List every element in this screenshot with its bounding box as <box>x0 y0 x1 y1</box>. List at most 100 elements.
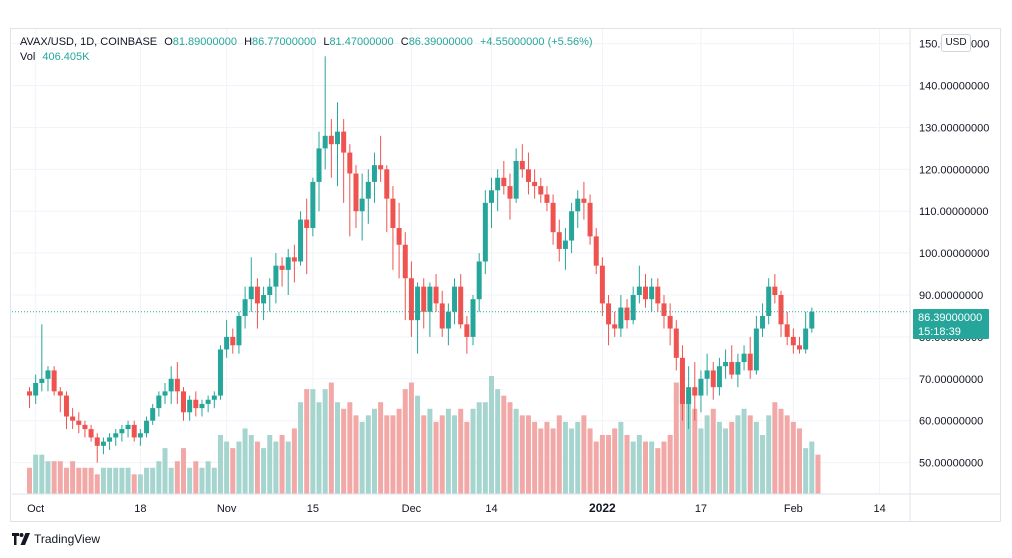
volume-bar <box>113 467 119 494</box>
candle-body <box>63 395 69 417</box>
candle-body <box>753 328 759 371</box>
candle-body <box>181 391 186 413</box>
volume-bar <box>476 402 482 494</box>
candle-body <box>310 181 316 228</box>
volume-bar <box>679 389 685 494</box>
candle-body <box>384 169 390 199</box>
legend-high-value: 86.77000000 <box>252 36 317 48</box>
x-tick-label: 17 <box>695 503 707 515</box>
candle-body <box>723 362 729 367</box>
volume-bar <box>94 474 100 494</box>
candle-body <box>458 286 464 325</box>
volume-bar <box>778 408 784 494</box>
volume-bar <box>452 415 458 494</box>
candle-body <box>57 391 63 396</box>
candle-body <box>70 416 76 421</box>
y-tick-label: 70.00000000 <box>919 374 983 386</box>
candle-body <box>88 429 94 438</box>
candle-body <box>236 315 242 346</box>
candle-body <box>760 315 766 329</box>
candle-body <box>562 240 568 249</box>
volume-bar <box>63 467 69 494</box>
volume-bar <box>341 408 347 494</box>
volume-bar <box>273 441 279 494</box>
volume-bar <box>328 382 334 494</box>
candle-body <box>809 311 815 329</box>
volume-bar <box>624 435 630 494</box>
y-tick-label: 90.00000000 <box>919 290 983 302</box>
candle-body <box>673 328 679 358</box>
volume-bar <box>495 389 501 494</box>
candle-body <box>322 135 328 149</box>
candle-body <box>593 236 599 266</box>
candle-body <box>655 286 661 304</box>
y-tick-label: 110.00000000 <box>919 206 989 218</box>
candle-body <box>304 219 310 228</box>
candle-body <box>254 286 260 304</box>
candle-body <box>107 437 113 442</box>
candle-body <box>51 370 57 392</box>
volume-bar <box>76 467 82 494</box>
candle-body <box>125 424 131 430</box>
volume-bar <box>704 415 710 494</box>
candle-body <box>599 265 605 304</box>
candle-body <box>686 387 692 404</box>
volume-bar <box>766 415 772 494</box>
volume-bar <box>168 467 174 494</box>
candle-body <box>137 433 143 438</box>
volume-bar <box>88 467 94 494</box>
candle-body <box>285 257 291 270</box>
volume-bar <box>723 428 729 494</box>
volume-bar <box>384 415 390 494</box>
volume-bar <box>525 415 531 494</box>
volume-bar <box>199 467 205 494</box>
candle-body <box>544 194 550 203</box>
candle-body <box>692 387 698 396</box>
volume-bar <box>655 448 661 494</box>
volume-bar <box>772 402 778 494</box>
y-tick-label: 140.00000000 <box>919 81 989 93</box>
candle-body <box>803 328 809 350</box>
candle-body <box>371 165 377 182</box>
volume-bar <box>421 415 427 494</box>
volume-bar <box>760 435 766 494</box>
candle-body <box>156 395 162 409</box>
volume-bar <box>710 408 716 494</box>
y-tick-label: 100.00000000 <box>919 248 989 260</box>
volume-bar <box>532 421 538 494</box>
candle-body <box>716 366 722 388</box>
candle-body <box>421 286 427 312</box>
volume-bar <box>33 454 39 494</box>
volume-bar <box>790 421 796 494</box>
candle-body <box>341 131 347 153</box>
candle-body <box>359 198 365 212</box>
candle-body <box>784 324 790 337</box>
candle-body <box>741 353 747 363</box>
tradingview-branding[interactable]: TradingView <box>12 532 100 546</box>
volume-legend: Vol 406.405K <box>20 51 89 63</box>
volume-bar <box>100 467 106 494</box>
volume-bar <box>205 461 211 494</box>
legend-close-value: 86.39000000 <box>408 36 473 48</box>
last-price-label: 86.39000000 15:18:39 <box>913 309 989 339</box>
volume-bar <box>550 428 556 494</box>
candle-body <box>612 324 618 329</box>
candle-body <box>390 198 396 228</box>
volume-bar <box>242 428 248 494</box>
volume-bar <box>224 441 230 494</box>
volume-bar <box>156 461 162 494</box>
candle-body <box>113 433 119 438</box>
currency-button[interactable]: USD <box>941 34 971 52</box>
candle-body <box>556 232 562 249</box>
x-tick-label: Feb <box>784 503 803 515</box>
volume-bar <box>316 402 322 494</box>
volume-label: Vol <box>20 51 36 63</box>
candle-body <box>790 336 796 346</box>
x-tick-label: Dec <box>402 503 422 515</box>
volume-bar <box>267 435 273 494</box>
candle-body <box>679 357 685 404</box>
volume-bar <box>365 415 371 494</box>
volume-bar <box>427 408 433 494</box>
candle-body <box>452 286 458 312</box>
